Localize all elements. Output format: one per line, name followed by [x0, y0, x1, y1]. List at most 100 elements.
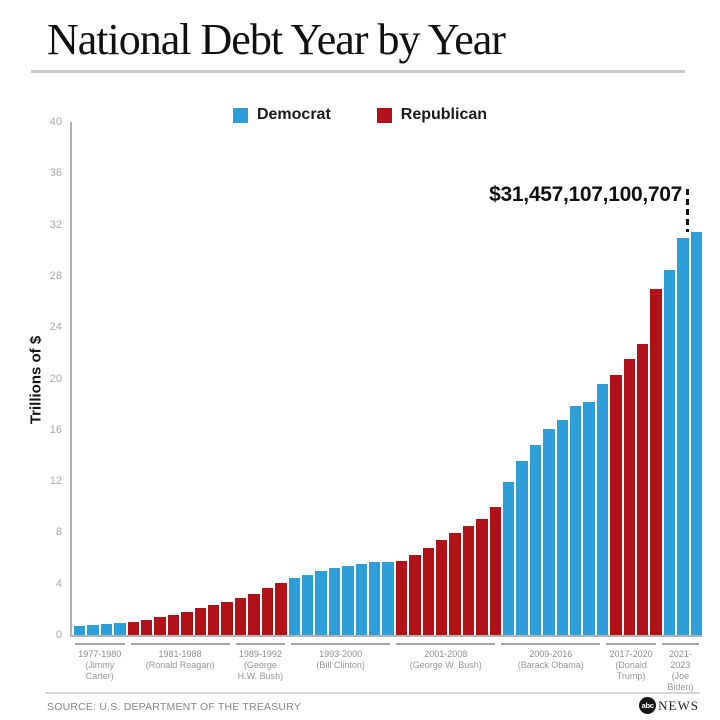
x-axis-groups: 1977-1980 (Jimmy Carter) 1981-1988 (Ronald … — [72, 643, 702, 693]
bar-2014 — [570, 406, 582, 635]
bar-2012 — [543, 428, 555, 635]
abc-news-logo: abc NEWS — [639, 697, 699, 714]
legend-item-republican: Republican — [376, 106, 488, 124]
bar-1987 — [208, 604, 220, 635]
group-label-2009-2016: 2009-2016 (Barack Obama) — [501, 643, 601, 693]
y-tick-label-8: 8 — [55, 526, 62, 539]
bar-1983 — [154, 617, 166, 635]
bar-2022 — [677, 238, 689, 635]
bar-2004 — [435, 540, 448, 635]
bar-2013 — [556, 420, 569, 635]
group-years: 1993-2000 — [319, 649, 363, 659]
y-tick-label-28: 28 — [49, 269, 62, 282]
bar-1998 — [355, 564, 367, 635]
group-president: (Ronald Reagan) — [145, 660, 215, 670]
bar-2009 — [503, 482, 515, 635]
bar-2005 — [449, 533, 461, 635]
legend-item-democrat: Democrat — [232, 106, 331, 124]
bar-1978 — [87, 625, 99, 635]
group-years: 2009-2016 — [529, 649, 573, 659]
bar-1981 — [127, 622, 140, 635]
group-label-2017-2020: 2017-2020 (Donald Trump) — [606, 643, 656, 693]
bar-2000 — [382, 562, 394, 635]
footer-divider — [45, 692, 700, 694]
bar-2021 — [663, 270, 676, 635]
y-tick-label-12: 12 — [49, 475, 62, 488]
bar-1979 — [100, 624, 113, 635]
bar-1980 — [114, 623, 126, 635]
bar-1995 — [315, 571, 327, 635]
y-tick-label-36: 36 — [49, 167, 62, 180]
bar-1996 — [328, 568, 341, 635]
bar-1994 — [301, 574, 314, 635]
group-label-2001-2008: 2001-2008 (George W. Bush) — [396, 643, 496, 693]
bar-2017 — [610, 375, 622, 635]
title-divider — [31, 70, 685, 73]
y-tick-label-16: 16 — [49, 423, 62, 436]
bar-2010 — [516, 461, 528, 635]
bar-1992 — [275, 582, 287, 635]
bars-container — [74, 122, 703, 635]
y-tick-label-40: 40 — [49, 116, 62, 128]
group-president: (Jimmy Carter) — [85, 660, 115, 681]
bar-2003 — [422, 548, 434, 635]
bar-2016 — [596, 384, 609, 635]
legend-swatch-republican — [376, 107, 392, 123]
chart-legend: Democrat Republican — [0, 106, 720, 124]
bar-1977 — [74, 626, 86, 635]
bar-2020 — [650, 289, 662, 635]
bar-1982 — [141, 620, 153, 635]
bar-2006 — [462, 525, 475, 635]
group-label-1977-1980: 1977-1980 (Jimmy Carter) — [75, 643, 125, 693]
bar-1993 — [288, 578, 300, 635]
group-years: 1977-1980 — [78, 649, 122, 659]
group-president: (Barack Obama) — [517, 660, 584, 670]
bar-2001 — [395, 560, 408, 635]
legend-label-republican: Republican — [400, 106, 488, 123]
group-years: 2001-2008 — [424, 649, 468, 659]
source-text: SOURCE: U.S. DEPARTMENT OF THE TREASURY — [47, 701, 302, 713]
debt-value-annotation: $31,457,107,100,707 — [489, 183, 682, 206]
group-president: (Donald Trump) — [615, 660, 647, 681]
bar-1990 — [248, 593, 260, 635]
bar-2015 — [583, 402, 595, 635]
group-label-1993-2000: 1993-2000 (Bill Clinton) — [291, 643, 391, 693]
group-president: (Bill Clinton) — [316, 660, 365, 670]
bar-2008 — [489, 506, 501, 635]
annotation-dashed-line — [686, 189, 689, 232]
group-president: (George H.W. Bush) — [237, 660, 284, 681]
group-president: (George W. Bush) — [409, 660, 482, 670]
bar-1984 — [167, 614, 180, 635]
y-tick-label-0: 0 — [55, 629, 62, 641]
bar-1986 — [194, 607, 207, 635]
group-years: 1989-1992 — [238, 649, 282, 659]
bar-1991 — [261, 587, 274, 635]
y-axis-ticks: 0 4 8 12 16 20 24 28 32 36 40 — [26, 116, 62, 641]
group-years: 2017-2020 — [609, 649, 653, 659]
y-tick-label-20: 20 — [49, 372, 62, 385]
bar-2018 — [623, 359, 636, 635]
bar-2023 — [690, 231, 703, 635]
legend-label-democrat: Democrat — [256, 106, 331, 123]
group-label-1989-1992: 1989-1992 (George H.W. Bush) — [235, 643, 286, 693]
plot-area: 0 4 8 12 16 20 24 28 32 36 40 $31,457,107,100,707 — [50, 116, 703, 641]
y-tick-label-32: 32 — [49, 218, 62, 231]
abc-logo-icon: abc — [639, 697, 657, 714]
bar-1988 — [221, 601, 233, 635]
y-tick-label-4: 4 — [55, 577, 62, 590]
bar-2007 — [476, 519, 488, 635]
group-label-2021-2023: 2021-2023 (Joe Biden) — [661, 643, 699, 693]
y-tick-label-24: 24 — [49, 321, 62, 334]
group-years: 1981-1988 — [158, 649, 202, 659]
bar-2002 — [409, 555, 421, 635]
bar-1997 — [342, 565, 354, 635]
bar-1985 — [181, 611, 193, 635]
page-title: National Debt Year by Year — [47, 15, 506, 64]
bar-2011 — [529, 445, 542, 635]
group-label-1981-1988: 1981-1988 (Ronald Reagan) — [130, 643, 230, 693]
legend-swatch-democrat — [232, 107, 248, 123]
bar-1989 — [234, 598, 247, 635]
group-president: (Joe Biden) — [667, 671, 694, 692]
group-years: 2021-2023 — [668, 649, 692, 670]
